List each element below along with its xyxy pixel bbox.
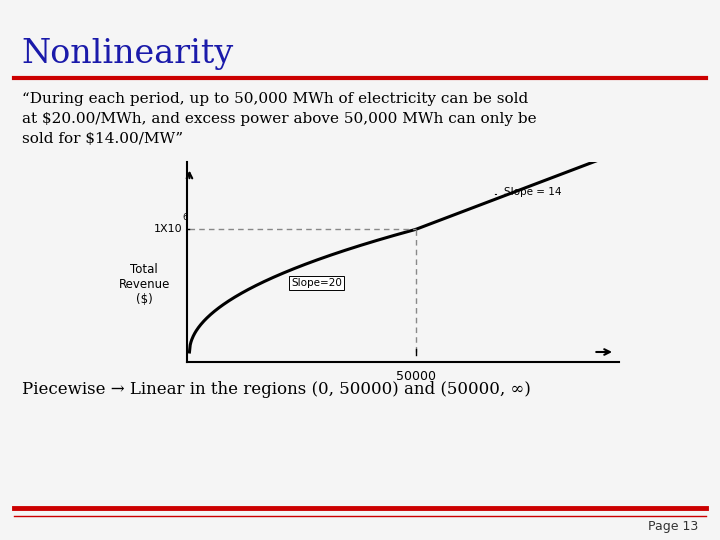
Text: Slope=20: Slope=20	[292, 278, 342, 288]
Text: 1X10: 1X10	[154, 225, 183, 234]
Text: Slope = 14: Slope = 14	[504, 187, 562, 197]
Text: Piecewise → Linear in the regions (0, 50000) and (50000, ∞): Piecewise → Linear in the regions (0, 50…	[22, 381, 531, 397]
Text: Total
Revenue
($): Total Revenue ($)	[119, 263, 170, 306]
Text: Page 13: Page 13	[648, 520, 698, 533]
Text: Nonlinearity: Nonlinearity	[22, 38, 234, 70]
Text: 50000: 50000	[395, 370, 436, 383]
Text: “During each period, up to 50,000 MWh of electricity can be sold
at $20.00/MWh, : “During each period, up to 50,000 MWh of…	[22, 92, 536, 146]
Text: 6: 6	[183, 213, 188, 222]
